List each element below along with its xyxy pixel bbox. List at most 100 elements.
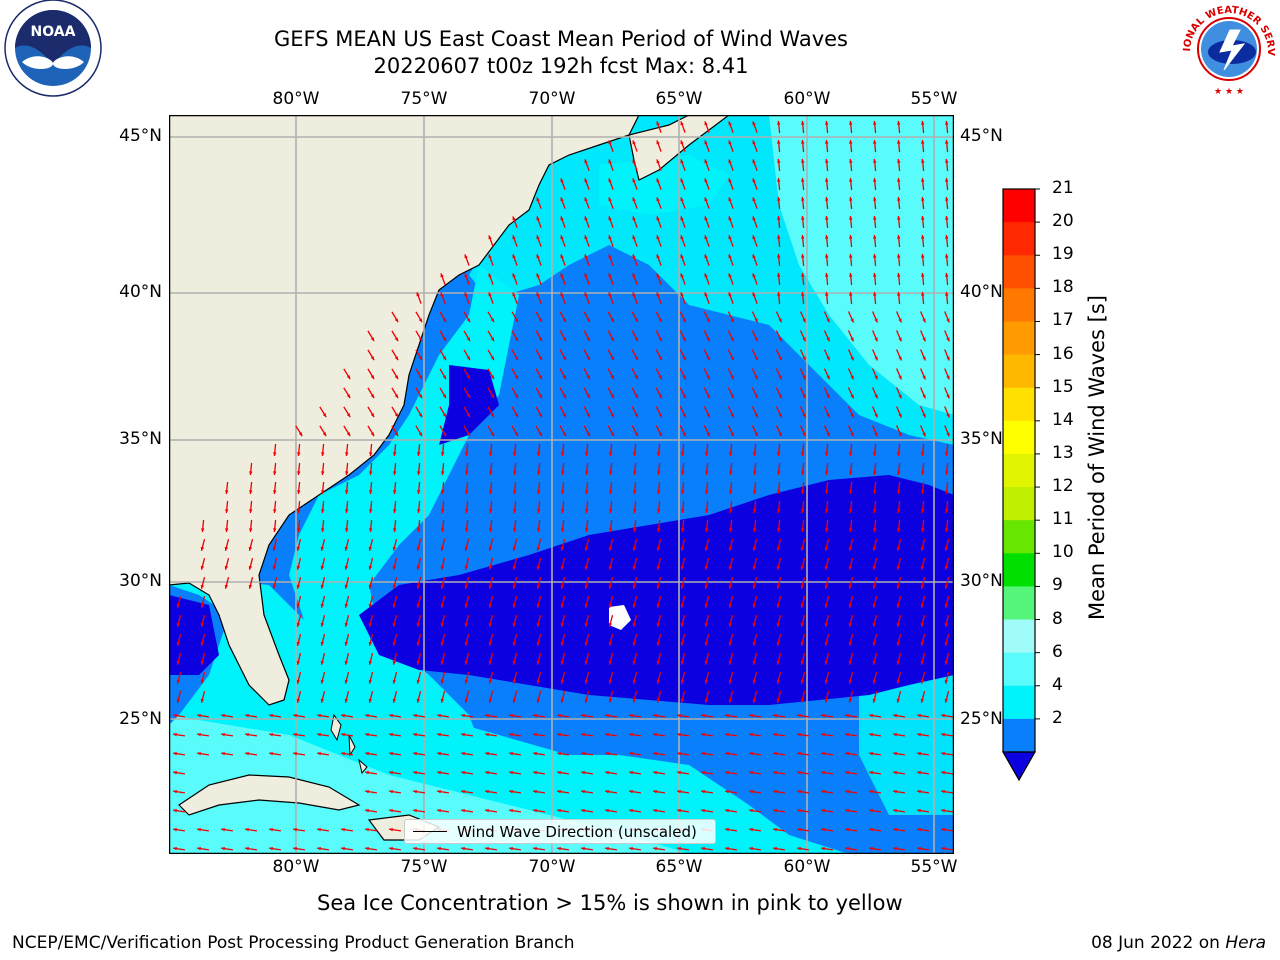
- wind-wave-arrowhead: [605, 732, 609, 737]
- wind-wave-arrowhead: [609, 471, 613, 475]
- wind-wave-arrowhead: [917, 732, 921, 737]
- wind-wave-arrowhead: [370, 375, 375, 380]
- wind-wave-arrowhead: [224, 584, 229, 589]
- wind-wave-arrowhead: [440, 679, 445, 684]
- wind-wave-arrowhead: [946, 337, 950, 342]
- wind-wave-arrowhead: [848, 660, 853, 665]
- wind-wave-arrowhead: [849, 471, 853, 475]
- wind-wave-arrowhead: [704, 698, 709, 703]
- wind-wave-arrowhead: [897, 509, 901, 513]
- wind-wave-arrowhead: [538, 375, 542, 380]
- wind-wave-arrowhead: [824, 641, 829, 646]
- wind-wave-arrowhead: [802, 337, 806, 342]
- wind-wave-arrowhead: [945, 178, 949, 182]
- wind-wave-arrowhead: [677, 713, 681, 718]
- wind-wave-arrowhead: [441, 452, 445, 456]
- wind-wave-arrowhead: [317, 827, 321, 832]
- wind-wave-arrowhead: [608, 679, 613, 684]
- wind-wave-arrowhead: [317, 751, 321, 756]
- wind-wave-arrowhead: [921, 273, 925, 277]
- wind-wave-arrowhead: [173, 827, 177, 832]
- wind-wave-arrowhead: [437, 846, 441, 851]
- wind-wave-arrowhead: [369, 471, 373, 475]
- wind-wave-arrowhead: [704, 603, 709, 608]
- lat-label: 30°N: [119, 571, 162, 591]
- wind-wave-arrowhead: [296, 641, 301, 646]
- wind-wave-arrowhead: [682, 356, 686, 361]
- wind-wave-arrowhead: [440, 546, 445, 551]
- wind-wave-arrowhead: [605, 789, 609, 794]
- wind-wave-arrowhead: [872, 603, 877, 608]
- wind-wave-arrowhead: [657, 471, 661, 475]
- wind-wave-arrowhead: [249, 528, 253, 532]
- wind-wave-arrowhead: [509, 808, 513, 813]
- wind-wave-arrowhead: [753, 471, 757, 475]
- wind-wave-arrowhead: [585, 509, 589, 513]
- wind-wave-arrowhead: [605, 713, 609, 718]
- wind-wave-arrowhead: [896, 584, 901, 589]
- wind-wave-arrowhead: [513, 452, 517, 456]
- wind-wave-arrowhead: [586, 356, 590, 361]
- wind-wave-arrowhead: [945, 254, 949, 258]
- lat-label: 30°N: [960, 571, 1003, 591]
- wind-wave-arrowhead: [557, 751, 561, 756]
- wind-wave-arrowhead: [608, 641, 613, 646]
- lon-label: 75°W: [400, 89, 448, 109]
- wind-wave-arrowhead: [442, 318, 446, 323]
- wind-wave-arrowhead: [777, 273, 781, 277]
- wind-wave-arrowhead: [296, 603, 301, 608]
- lat-label: 25°N: [960, 709, 1003, 729]
- wind-wave-arrowhead: [728, 254, 732, 259]
- wind-wave-arrowhead: [801, 197, 805, 201]
- wind-wave-arrowhead: [368, 622, 373, 627]
- wind-wave-arrowhead: [581, 713, 585, 718]
- wind-wave-arrowhead: [706, 394, 710, 399]
- wind-wave-arrowhead: [874, 432, 878, 437]
- wind-wave-arrowhead: [849, 254, 853, 258]
- wind-wave-arrowhead: [293, 827, 297, 832]
- lon-label: 60°W: [783, 89, 831, 109]
- wind-wave-arrowhead: [701, 789, 705, 794]
- wind-wave-arrowhead: [634, 394, 638, 399]
- wind-wave-arrowhead: [944, 679, 949, 684]
- wind-wave-arrowhead: [488, 584, 493, 589]
- wind-wave-arrowhead: [485, 846, 489, 851]
- wind-wave-arrowhead: [752, 546, 757, 551]
- wind-wave-arrowhead: [536, 698, 541, 703]
- wind-wave-arrowhead: [706, 356, 710, 361]
- wind-wave-arrowhead: [365, 846, 369, 851]
- wind-wave-arrowhead: [728, 216, 732, 221]
- wind-wave-arrowhead: [585, 490, 589, 494]
- wind-wave-arrowhead: [605, 770, 609, 775]
- wind-wave-arrowhead: [922, 432, 926, 437]
- wind-wave-arrowhead: [536, 254, 540, 259]
- wind-wave-arrowhead: [632, 641, 637, 646]
- wind-wave-arrowhead: [824, 565, 829, 570]
- wind-wave-arrowhead: [800, 565, 805, 570]
- wind-wave-arrowhead: [701, 751, 705, 756]
- wind-wave-arrowhead: [897, 490, 901, 494]
- wind-wave-arrowhead: [365, 751, 369, 756]
- wind-wave-arrowhead: [561, 509, 565, 513]
- wind-wave-arrowhead: [728, 698, 733, 703]
- wind-wave-arrowhead: [320, 679, 325, 684]
- legend-line-icon: [413, 831, 447, 832]
- wind-wave-arrowhead: [221, 732, 225, 737]
- white-patch: [609, 605, 631, 630]
- wind-wave-arrowhead: [416, 603, 421, 608]
- wind-wave-arrowhead: [773, 808, 777, 813]
- wind-wave-arrowhead: [632, 140, 636, 145]
- wind-wave-arrowhead: [752, 140, 756, 145]
- wind-wave-arrowhead: [221, 846, 225, 851]
- wind-wave-arrowhead: [682, 318, 686, 323]
- wind-wave-arrowhead: [945, 452, 949, 456]
- colorbar-segment: [1003, 487, 1035, 521]
- wind-wave-arrowhead: [581, 846, 585, 851]
- wind-wave-arrowhead: [658, 337, 662, 342]
- wind-wave-arrowhead: [849, 292, 853, 296]
- wind-wave-arrowhead: [464, 254, 468, 259]
- wind-wave-arrowhead: [825, 235, 829, 239]
- wind-wave-arrowhead: [632, 292, 636, 297]
- wind-wave-arrowhead: [608, 197, 612, 202]
- wind-wave-arrowhead: [777, 528, 781, 532]
